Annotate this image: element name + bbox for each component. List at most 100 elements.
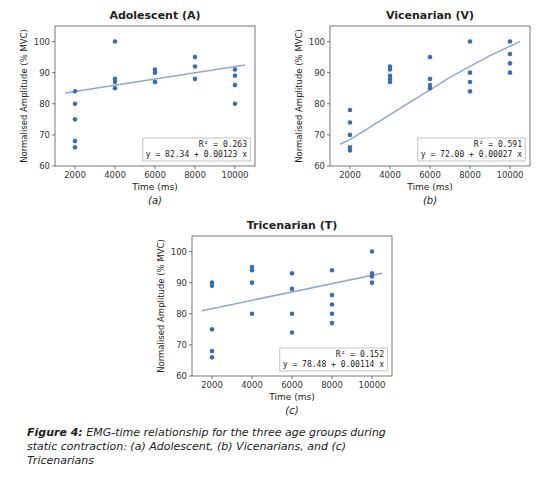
point — [388, 80, 393, 85]
x-tick-label: 4000 — [379, 170, 401, 180]
y-tick-label: 80 — [176, 309, 187, 319]
point — [468, 70, 473, 75]
point — [250, 280, 255, 285]
point — [330, 311, 335, 316]
annotation-text: R² = 0.263 — [199, 140, 247, 149]
x-axis-label: Time (ms) — [406, 182, 452, 192]
y-tick-label: 70 — [39, 130, 50, 140]
marks — [202, 249, 382, 359]
annotation-text: R² = 0.591 — [474, 140, 522, 149]
x-axis-label: Time (ms) — [131, 182, 177, 192]
plot-frame — [330, 26, 530, 166]
y-tick-label: 90 — [314, 68, 325, 78]
point — [508, 61, 513, 66]
point — [153, 70, 158, 75]
annotation-box — [143, 138, 250, 161]
trend-line — [202, 273, 382, 310]
y-tick — [327, 166, 330, 167]
title: Vicenarian (V) — [386, 9, 474, 22]
point — [250, 311, 255, 316]
marks — [340, 39, 520, 152]
y-tick-label: 60 — [39, 161, 50, 171]
caption-text: EMG-time relationship for the three age … — [83, 426, 386, 439]
x-tick-label: 2000 — [64, 170, 86, 180]
point — [508, 52, 513, 57]
point — [153, 80, 158, 85]
x-tick — [155, 166, 156, 169]
x-tick — [332, 376, 333, 379]
point — [113, 86, 118, 91]
panel-label: (b) — [423, 195, 437, 206]
point — [428, 77, 433, 82]
annotation-box — [280, 348, 387, 371]
point — [370, 274, 375, 279]
y-tick — [52, 41, 55, 42]
point — [428, 86, 433, 91]
caption-label: Figure 4: — [27, 426, 83, 439]
panel: Tricenarian (T)2000400060008000100006070… — [156, 219, 392, 416]
y-tick — [52, 72, 55, 73]
x-tick — [195, 166, 196, 169]
point — [348, 108, 353, 113]
x-tick — [372, 376, 373, 379]
y-tick — [52, 134, 55, 135]
y-tick-label: 70 — [314, 130, 325, 140]
y-tick — [52, 103, 55, 104]
x-tick-label: 10000 — [496, 170, 523, 180]
point — [250, 268, 255, 273]
y-tick — [189, 313, 192, 314]
y-tick-label: 90 — [176, 278, 187, 288]
y-tick-label: 100 — [309, 37, 325, 47]
point — [290, 271, 295, 276]
x-tick — [292, 376, 293, 379]
x-tick — [235, 166, 236, 169]
x-tick-label: 10000 — [221, 170, 248, 180]
annotation-text: R² = 0.152 — [336, 350, 384, 359]
x-tick-label: 6000 — [281, 380, 303, 390]
x-tick — [470, 166, 471, 169]
plot-frame — [55, 26, 255, 166]
point — [428, 55, 433, 60]
x-tick — [252, 376, 253, 379]
x-tick-label: 4000 — [104, 170, 126, 180]
point — [73, 139, 78, 144]
marks — [65, 39, 245, 149]
point — [153, 80, 158, 85]
y-tick — [327, 103, 330, 104]
point — [113, 80, 118, 85]
annotation-text: y = 82.34 + 0.00123 x — [146, 150, 247, 159]
x-tick-label: 2000 — [201, 380, 223, 390]
point — [370, 249, 375, 254]
y-tick-label: 60 — [176, 371, 187, 381]
x-axis-label: Time (ms) — [268, 392, 314, 402]
point — [193, 64, 198, 69]
x-tick-label: 6000 — [419, 170, 441, 180]
panel: Adolescent (A)20004000600080001000060708… — [19, 9, 255, 206]
y-tick — [189, 376, 192, 377]
x-tick — [115, 166, 116, 169]
point — [330, 268, 335, 273]
point — [233, 67, 238, 72]
y-tick — [189, 282, 192, 283]
caption-text: static contraction: (a) Adolescent, (b) … — [27, 440, 346, 453]
x-tick — [212, 376, 213, 379]
point — [193, 77, 198, 82]
caption: Figure 4: EMG-time relationship for the … — [27, 426, 386, 467]
point — [290, 311, 295, 316]
x-tick-label: 6000 — [144, 170, 166, 180]
point — [210, 283, 215, 288]
x-tick — [390, 166, 391, 169]
point — [73, 101, 78, 106]
x-tick — [430, 166, 431, 169]
figure: Adolescent (A)20004000600080001000060708… — [0, 0, 550, 490]
x-tick-label: 4000 — [241, 380, 263, 390]
y-tick — [327, 72, 330, 73]
point — [348, 120, 353, 125]
point — [330, 293, 335, 298]
panel: Vicenarian (V)20004000600080001000060708… — [294, 9, 530, 206]
point — [210, 327, 215, 332]
y-tick-label: 90 — [39, 68, 50, 78]
point — [290, 287, 295, 292]
x-tick — [75, 166, 76, 169]
x-tick-label: 8000 — [321, 380, 343, 390]
